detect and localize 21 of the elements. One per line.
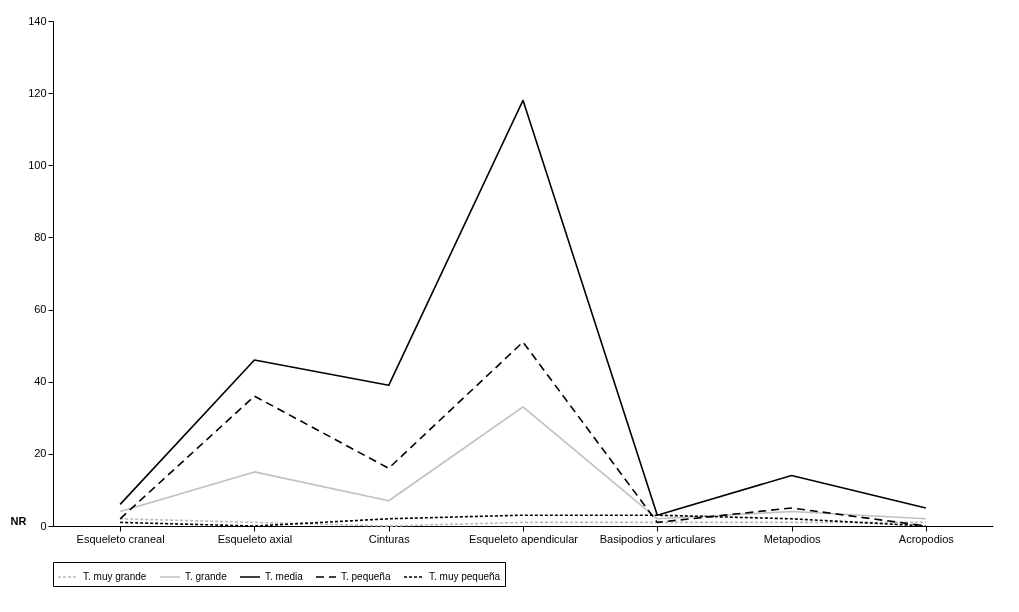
y-tick-label: 60 <box>34 303 47 316</box>
x-tick-label: Esqueleto apendicular <box>469 532 579 545</box>
x-tick-label: Metapodios <box>763 532 821 545</box>
legend-label: T. muy grande <box>83 571 147 582</box>
legend-label: T. muy pequeña <box>429 571 501 582</box>
legend-label: T. pequeña <box>341 571 391 582</box>
y-tick-label: 100 <box>28 158 47 171</box>
y-tick-label: 140 <box>28 14 47 27</box>
y-tick-label: 0 <box>40 519 47 532</box>
x-tick-label: Esqueleto craneal <box>76 532 165 545</box>
x-tick-label: Acropodios <box>898 532 955 545</box>
y-axis-title: NR <box>10 514 27 527</box>
y-tick-label: 40 <box>34 375 47 388</box>
y-tick-label: 20 <box>34 447 47 460</box>
y-tick-label: 120 <box>28 86 47 99</box>
legend-label: T. media <box>265 571 304 582</box>
x-tick-label: Cinturas <box>368 532 411 545</box>
legend-label: T. grande <box>185 571 228 582</box>
x-tick-label: Basipodios y articulares <box>599 532 717 545</box>
x-tick-label: Esqueleto axial <box>217 532 293 545</box>
y-tick-label: 80 <box>34 230 47 243</box>
